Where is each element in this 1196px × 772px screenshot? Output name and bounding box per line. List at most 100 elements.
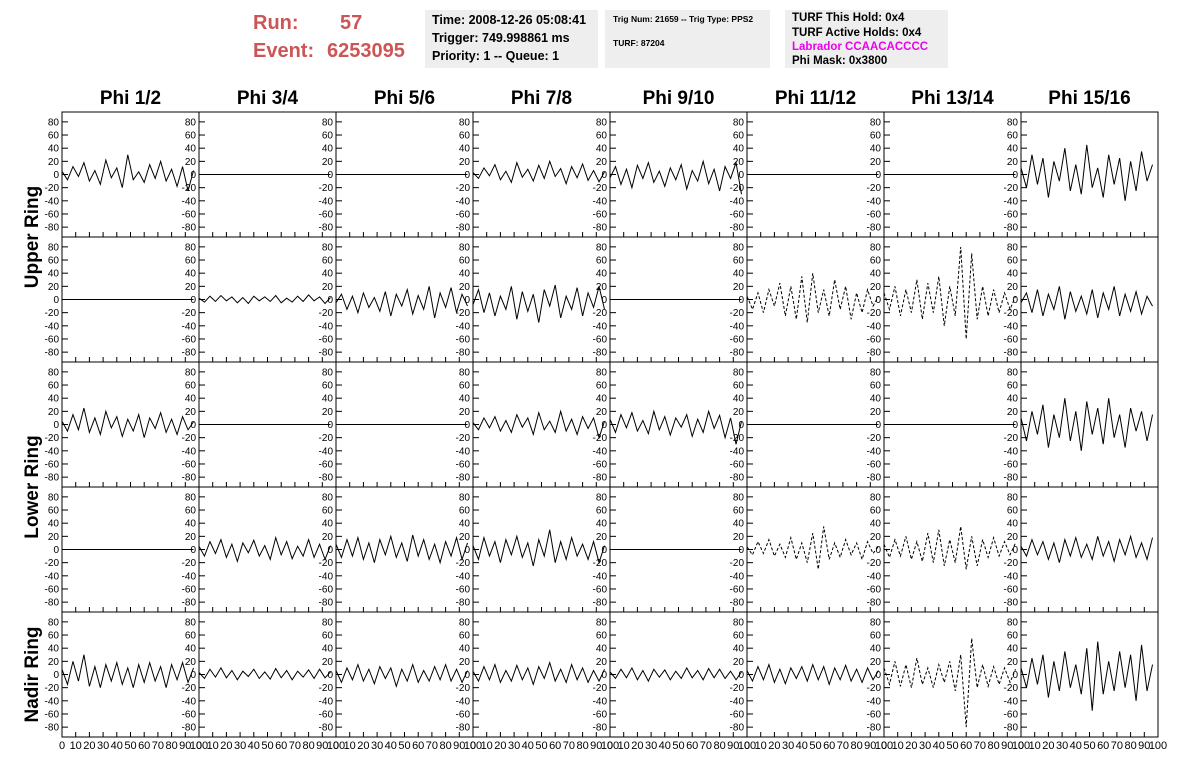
y-tick-label: -60 [182,584,197,595]
y-tick-label: -80 [45,223,60,234]
x-tick-label: 50 [124,740,136,752]
waveform [198,535,331,564]
column-title: Phi 11/12 [775,88,856,109]
y-tick-label: 20 [48,282,60,293]
column-title: Phi 3/4 [237,88,299,109]
y-tick-label: -60 [593,584,608,595]
y-tick-label: 80 [733,367,745,378]
x-tick-label: 20 [357,740,369,752]
y-tick-label: -60 [319,209,334,220]
y-tick-label: -60 [45,709,60,720]
y-tick-label: -20 [867,308,882,319]
x-tick-label: 80 [576,740,588,752]
y-tick-label: -20 [182,183,197,194]
y-tick-label: 60 [322,381,334,392]
y-tick-label: -80 [730,223,745,234]
y-tick-label: 0 [601,545,607,556]
y-tick-label: 40 [596,394,608,405]
y-tick-label: 40 [870,269,882,280]
y-tick-label: 20 [1007,657,1019,668]
x-tick-label: 100 [738,740,756,752]
waveform [61,407,194,439]
y-tick-label: 60 [596,381,608,392]
x-tick-label: 10 [892,740,904,752]
x-tick-label: 90 [316,740,328,752]
y-tick-label: 40 [185,644,197,655]
y-tick-label: 40 [596,519,608,530]
y-tick-label: -20 [593,183,608,194]
y-tick-label: 0 [464,420,470,431]
y-tick-label: -60 [1004,334,1019,345]
y-tick-label: -20 [319,433,334,444]
y-tick-label: 60 [1007,631,1019,642]
y-tick-label: -20 [319,683,334,694]
y-tick-label: 80 [459,367,471,378]
y-tick-label: -20 [1004,683,1019,694]
x-tick-label: 100 [464,740,482,752]
x-tick-label: 50 [261,740,273,752]
y-tick-label: 20 [1007,532,1019,543]
y-tick-label: 60 [1007,381,1019,392]
y-tick-label: 40 [48,269,60,280]
y-tick-label: 80 [185,492,197,503]
y-tick-label: 40 [322,644,334,655]
x-tick-label: 60 [549,740,561,752]
y-tick-label: 80 [459,492,471,503]
y-tick-label: -60 [319,334,334,345]
y-tick-label: 80 [322,492,334,503]
y-tick-label: 80 [48,492,60,503]
y-tick-label: -80 [593,473,608,484]
y-tick-label: 0 [464,545,470,556]
x-tick-label: 40 [248,740,260,752]
y-tick-label: -40 [730,571,745,582]
y-tick-label: -60 [182,459,197,470]
y-tick-label: 0 [1012,170,1018,181]
y-tick-label: 60 [870,256,882,267]
x-tick-label: 90 [864,740,876,752]
y-tick-label: -60 [456,334,471,345]
waveform [1020,144,1153,201]
y-tick-label: -20 [593,433,608,444]
y-tick-label: 80 [185,367,197,378]
y-tick-label: 0 [738,545,744,556]
y-tick-label: 80 [870,242,882,253]
y-tick-label: -20 [867,183,882,194]
row-title: Upper Ring [22,186,43,288]
y-tick-label: -80 [867,473,882,484]
y-tick-label: 60 [322,256,334,267]
y-tick-label: 40 [459,394,471,405]
y-tick-label: -60 [867,459,882,470]
y-tick-label: -60 [867,334,882,345]
waveform [746,663,879,687]
y-tick-label: 0 [1012,670,1018,681]
y-tick-label: -20 [45,683,60,694]
y-tick-label: 80 [322,117,334,128]
y-tick-label: -80 [45,473,60,484]
x-tick-label: 20 [631,740,643,752]
y-tick-label: 80 [48,367,60,378]
y-tick-label: 40 [1007,394,1019,405]
y-tick-label: 40 [459,269,471,280]
y-tick-label: 40 [48,394,60,405]
info-text: TURF: 87204 [613,38,665,48]
y-tick-label: -40 [593,696,608,707]
y-tick-label: 20 [48,657,60,668]
y-tick-label: 80 [48,242,60,253]
y-tick-label: 0 [875,420,881,431]
y-tick-label: -20 [730,183,745,194]
x-tick-label: 30 [782,740,794,752]
x-tick-label: 20 [220,740,232,752]
y-tick-label: -80 [319,348,334,359]
y-tick-label: -60 [182,209,197,220]
y-tick-label: -40 [319,571,334,582]
y-tick-label: 80 [322,367,334,378]
y-tick-label: -20 [456,558,471,569]
x-tick-label: 50 [398,740,410,752]
y-tick-label: 60 [1007,131,1019,142]
y-tick-label: 0 [464,295,470,306]
y-tick-label: -80 [319,473,334,484]
y-tick-label: -20 [593,308,608,319]
x-tick-label: 70 [426,740,438,752]
y-tick-label: 0 [1012,295,1018,306]
